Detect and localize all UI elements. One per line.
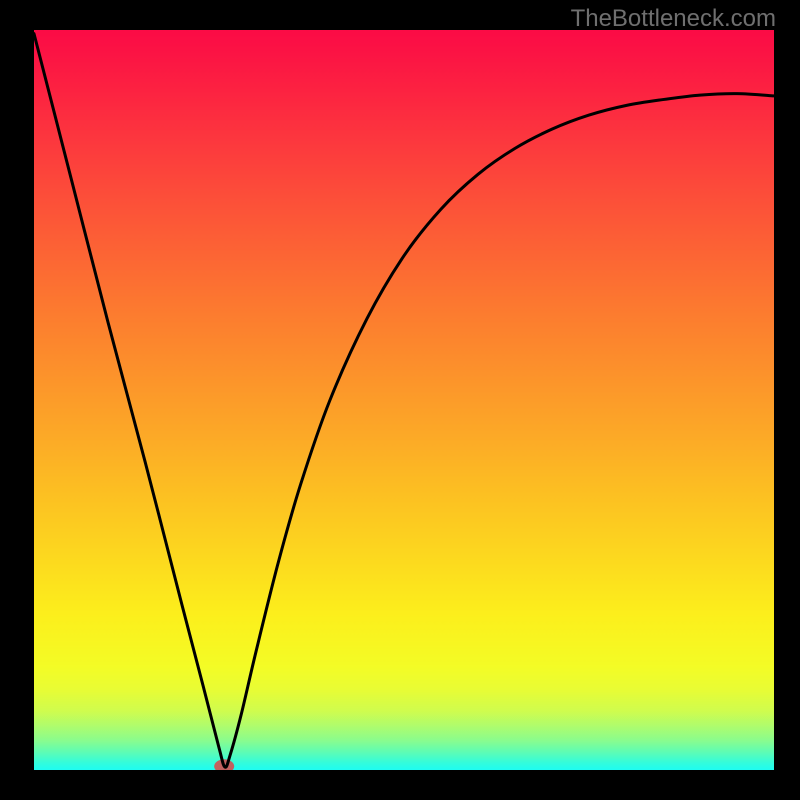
plot-area (34, 30, 774, 770)
chart-frame: TheBottleneck.com (0, 0, 800, 800)
watermark-text: TheBottleneck.com (571, 5, 776, 33)
curve-layer (34, 30, 774, 770)
bottleneck-curve (34, 34, 774, 768)
